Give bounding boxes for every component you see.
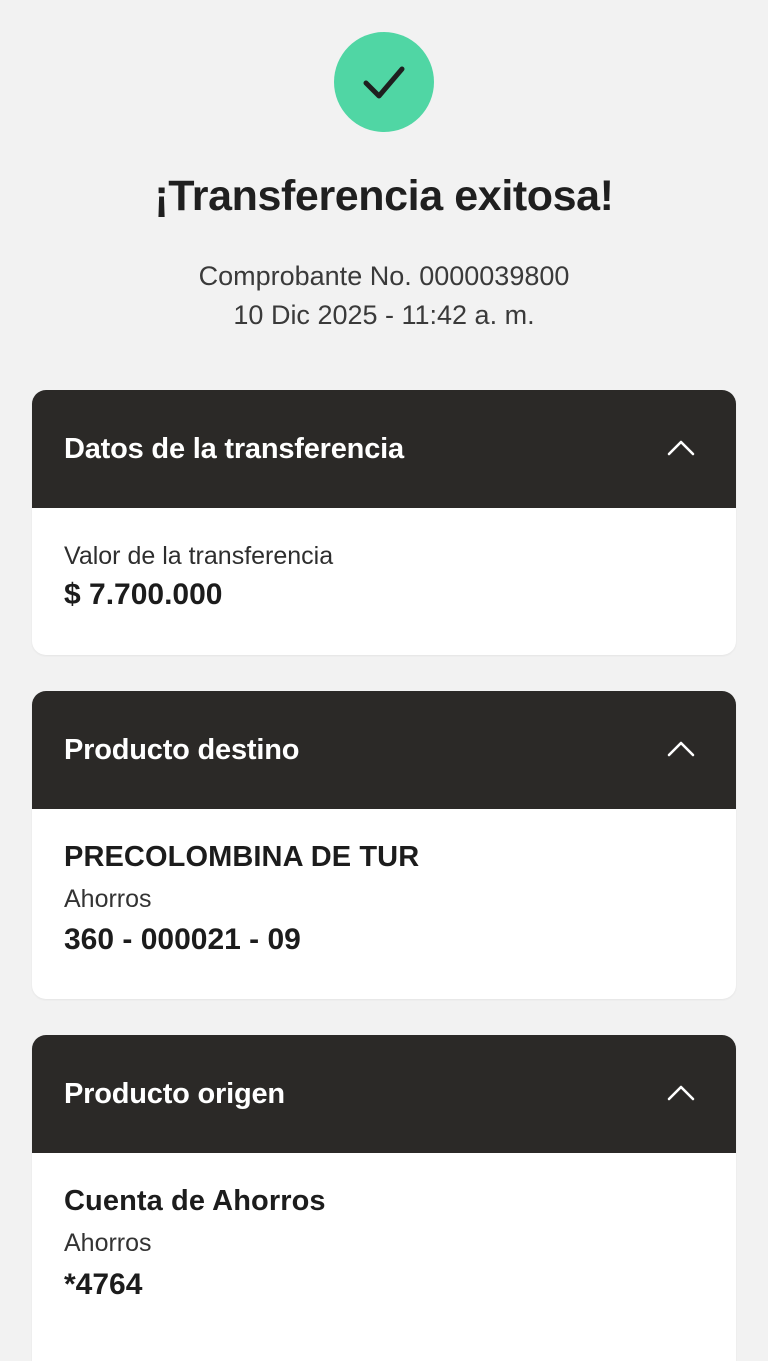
destino-account-number: 360 - 000021 - 09 [64, 923, 301, 957]
origen-account-holder: Cuenta de Ahorros [64, 1185, 326, 1218]
receipt-number: Comprobante No. 0000039800 [198, 261, 570, 292]
receipt-meta: Comprobante No. 0000039800 10 Dic 2025 -… [0, 257, 768, 335]
card-producto-origen: Producto origen Cuenta de Ahorros Ahorro… [32, 1035, 736, 1361]
value-valor-transferencia: $ 7.700.000 [64, 577, 223, 611]
chevron-up-icon[interactable] [658, 727, 704, 773]
chevron-up-icon[interactable] [658, 1071, 704, 1117]
check-circle-icon [334, 32, 434, 132]
receipt-cards: Datos de la transferencia Valor de la tr… [0, 390, 768, 1361]
receipt-datetime: 10 Dic 2025 - 11:42 a. m. [233, 300, 535, 331]
label-valor-transferencia: Valor de la transferencia [64, 542, 334, 571]
card-body-producto-destino: PRECOLOMBINA DE TUR Ahorros 360 - 000021… [32, 809, 736, 999]
destino-product-type: Ahorros [64, 884, 152, 913]
destino-account-holder: PRECOLOMBINA DE TUR [64, 841, 420, 874]
success-header: ¡Transferencia exitosa! Comprobante No. … [0, 0, 768, 335]
card-producto-destino: Producto destino PRECOLOMBINA DE TUR Aho… [32, 691, 736, 1000]
card-title-producto-destino: Producto destino [64, 733, 300, 766]
card-header-datos-transferencia[interactable]: Datos de la transferencia [32, 390, 736, 509]
origen-account-number: *4764 [64, 1267, 143, 1301]
card-body-producto-origen: Cuenta de Ahorros Ahorros *4764 [32, 1153, 736, 1361]
card-body-datos-transferencia: Valor de la transferencia $ 7.700.000 [32, 508, 736, 655]
card-datos-transferencia: Datos de la transferencia Valor de la tr… [32, 390, 736, 656]
card-header-producto-origen[interactable]: Producto origen [32, 1035, 736, 1154]
origen-product-type: Ahorros [64, 1229, 152, 1258]
chevron-up-icon[interactable] [658, 426, 704, 472]
card-header-producto-destino[interactable]: Producto destino [32, 691, 736, 810]
card-title-producto-origen: Producto origen [64, 1077, 285, 1110]
card-title-datos-transferencia: Datos de la transferencia [64, 432, 404, 465]
page-title: ¡Transferencia exitosa! [154, 172, 614, 220]
